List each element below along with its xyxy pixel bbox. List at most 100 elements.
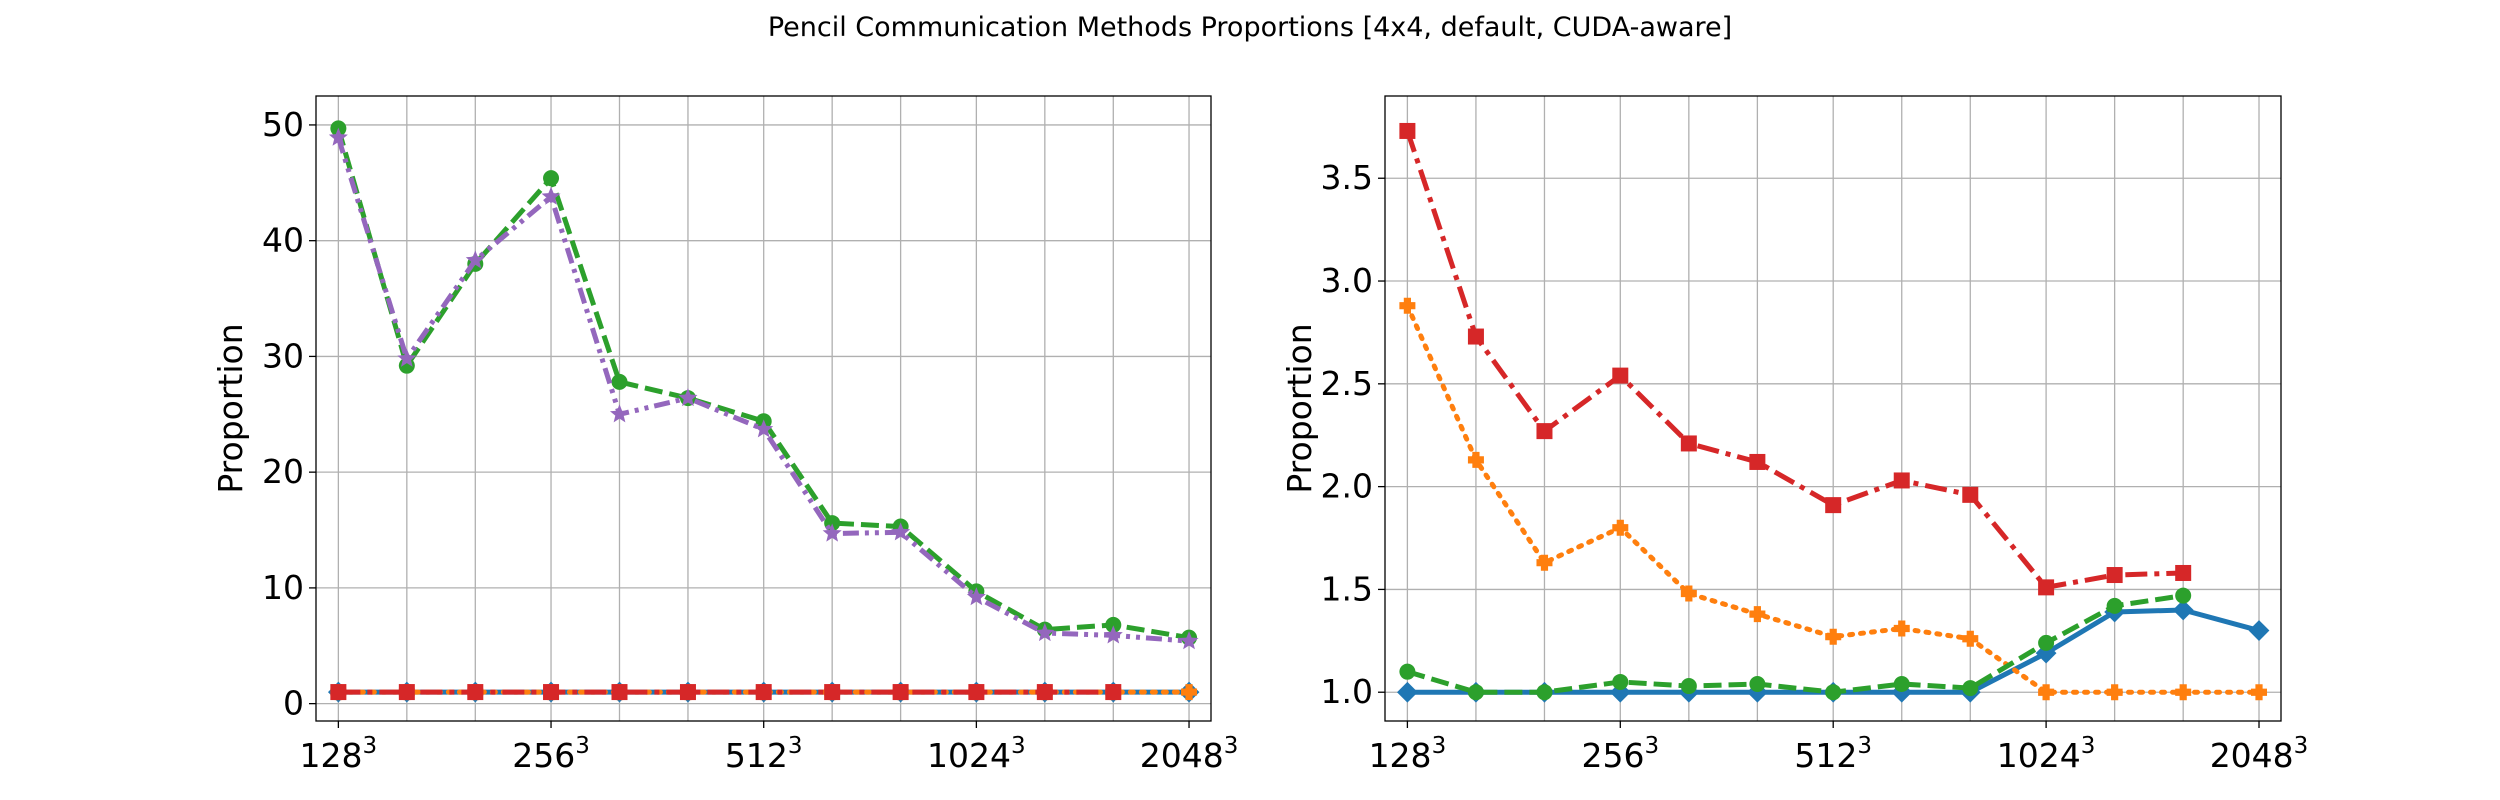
left-yticks: 0 10 20 30 40 50: [262, 105, 316, 723]
right-xtick-label-2: 5123: [1794, 733, 1872, 775]
left-series-3: [328, 127, 1199, 650]
right-series-1-point-10: [2106, 684, 2123, 701]
left-series-3-point-12: [1179, 631, 1199, 650]
right-ytick-label-5: 3.5: [1321, 158, 1373, 197]
left-ytick-label-3: 30: [262, 336, 304, 375]
right-series-3-point-0: [1399, 122, 1416, 139]
left-series-4-point-8: [892, 684, 909, 701]
right-series-1-point-5: [1749, 606, 1766, 623]
right-series-1-point-4: [1680, 585, 1697, 602]
right-series-2-point-10: [2106, 597, 2123, 614]
left-series-4-point-9: [968, 684, 985, 701]
left-series-4-point-10: [1036, 684, 1053, 701]
right-ytick-label-4: 3.0: [1321, 261, 1373, 300]
left-xtick-label-4: 20483: [1140, 733, 1239, 775]
right-series-1-point-0: [1399, 297, 1416, 314]
right-series-2-point-2: [1536, 684, 1553, 701]
right-series-3-line: [1405, 130, 2184, 590]
right-ytick-label-3: 2.5: [1321, 364, 1373, 403]
left-ytick-label-2: 20: [262, 452, 304, 491]
right-series-1-point-3: [1612, 519, 1629, 536]
left-xtick-label-1: 2563: [512, 733, 590, 775]
right-series-2-point-1: [1467, 684, 1484, 701]
right-series-3-point-7: [1893, 472, 1910, 489]
left-series-4-point-6: [755, 684, 772, 701]
right-series-3-point-4: [1680, 435, 1697, 452]
right-series-2: [1399, 587, 2192, 701]
right-xtick-label-3: 10243: [1997, 733, 2096, 775]
right-series-1-point-11: [2175, 684, 2192, 701]
right-series-2-line: [1406, 593, 2184, 695]
left-ytick-label-0: 0: [283, 684, 304, 723]
right-series-2-point-6: [1825, 684, 1842, 701]
left-series-3-point-2: [465, 250, 485, 269]
left-xtick-label-0: 1283: [300, 733, 378, 775]
right-ytick-label-2: 2.0: [1321, 467, 1373, 506]
left-series-3-point-5: [678, 388, 698, 407]
right-series-3-point-11: [2175, 564, 2192, 581]
right-series-1: [1399, 297, 2268, 701]
right-series-3-point-5: [1749, 453, 1766, 470]
left-series-3-point-7: [822, 523, 842, 542]
right-series-0-point-0: [1396, 681, 1418, 703]
left-ylabel: Proportion: [211, 323, 250, 493]
right-series-3-point-1: [1467, 328, 1484, 345]
left-series-4-point-11: [1105, 684, 1122, 701]
right-series-3: [1399, 122, 2192, 596]
right-xtick-label-1: 2563: [1581, 733, 1659, 775]
left-series-3-point-4: [609, 404, 630, 423]
left-gridlines: [316, 96, 1211, 721]
right-series-3-point-6: [1825, 497, 1842, 514]
left-series-2-point-3: [543, 170, 560, 187]
right-series-2-point-5: [1749, 675, 1766, 692]
right-series-3-point-2: [1536, 423, 1553, 440]
right-series-2-point-4: [1680, 678, 1697, 695]
left-ytick-label-1: 10: [262, 568, 304, 607]
left-ytick-label-5: 50: [262, 105, 304, 144]
left-series-3-point-3: [541, 186, 561, 205]
left-series-1-point-12: [1181, 684, 1198, 701]
left-series-4-point-5: [679, 684, 696, 701]
left-xtick-label-2: 5123: [725, 733, 803, 775]
left-series-2-point-11: [1105, 616, 1122, 633]
right-series-2-point-3: [1612, 673, 1629, 690]
left-series-3-point-9: [966, 587, 986, 606]
left-series-3-point-6: [754, 419, 774, 438]
right-series-3-point-8: [1962, 486, 1979, 503]
left-series-4-point-4: [611, 684, 628, 701]
right-ytick-label-0: 1.0: [1321, 672, 1373, 711]
left-series-3-point-8: [891, 522, 911, 541]
left-xticks: 1283 2563 5123 10243 20483: [300, 721, 1239, 775]
left-series-3-point-0: [328, 127, 348, 146]
right-series-3-point-3: [1612, 367, 1629, 384]
right-ytick-label-1: 1.5: [1321, 569, 1373, 608]
left-xtick-label-3: 10243: [927, 733, 1026, 775]
right-series-0-point-12: [2248, 620, 2270, 641]
right-series-3-point-9: [2038, 579, 2055, 596]
right-xtick-label-0: 1283: [1369, 733, 1447, 775]
right-gridlines: [1385, 96, 2281, 721]
right-series-1-point-8: [1962, 630, 1979, 647]
right-ylabel: Proportion: [1280, 323, 1319, 493]
right-series-0-point-11: [2172, 599, 2194, 621]
left-series-3-point-10: [1035, 623, 1055, 642]
right-series-2-point-9: [2038, 634, 2055, 651]
left-series-2-point-4: [611, 373, 628, 390]
right-series-1-point-12: [2251, 684, 2268, 701]
right-series-2-point-0: [1399, 663, 1416, 680]
left-series-4-point-1: [398, 684, 415, 701]
left-series-4-point-2: [467, 684, 484, 701]
right-series-1-point-7: [1893, 620, 1910, 637]
right-series-1-point-2: [1536, 554, 1553, 571]
right-series-2-point-7: [1893, 675, 1910, 692]
right-series-2-point-8: [1962, 680, 1979, 697]
left-series-3-point-1: [397, 348, 417, 367]
left-series-4-point-3: [543, 684, 560, 701]
right-yticks: 1.0 1.5 2.0 2.5 3.0 3.5: [1321, 158, 1385, 711]
left-series-4-point-0: [330, 684, 347, 701]
figure-title: Pencil Communication Methods Proportions…: [767, 12, 1733, 43]
left-series-4-point-7: [824, 684, 841, 701]
